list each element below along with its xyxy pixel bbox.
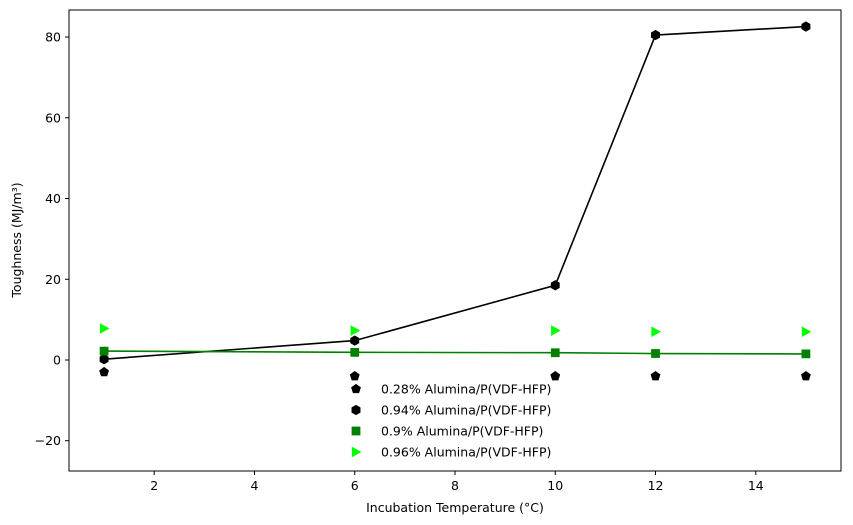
y-tick-label: 20 [45,272,61,287]
legend-marker-1 [351,383,361,394]
x-tick-label: 12 [648,478,664,493]
legend: 0.28% Alumina/P(VDF-HFP) 0.94% Alumina/P(… [351,382,551,460]
series-1-point [800,370,811,381]
series-2-point [550,280,560,291]
series-4-point [350,325,361,336]
series-1-point [650,370,661,381]
series-3-point [801,349,811,359]
series-1-point [349,370,360,381]
y-axis: −20 0 20 40 60 80 [35,30,69,448]
x-tick-label: 10 [547,478,563,493]
y-tick-label: 60 [45,110,61,125]
x-tick-label: 8 [451,478,459,493]
x-axis-label: Incubation Temperature (°C) [366,500,544,515]
series-2-point [801,21,811,32]
legend-label-4: 0.96% Alumina/P(VDF-HFP) [381,445,551,460]
y-axis-label: Toughness (MJ/m³) [9,182,24,298]
series-3 [99,346,811,359]
y-tick-label: 0 [53,352,61,367]
x-tick-label: 14 [748,478,764,493]
x-axis: 2 4 6 8 10 12 14 [150,471,764,493]
series-3-point [651,349,660,358]
series-4-point [551,325,561,336]
legend-label-2: 0.94% Alumina/P(VDF-HFP) [381,403,551,418]
legend-marker-2 [351,404,361,416]
legend-marker-4 [351,446,362,458]
series-2-point [350,335,360,346]
series-4-point [651,326,661,338]
series-2 [99,21,811,365]
series-1 [99,366,811,381]
y-tick-label: 80 [45,30,61,45]
x-tick-label: 6 [351,478,359,493]
series-1-point [550,370,561,381]
y-tick-label: −20 [35,433,61,448]
series-1-point [99,366,110,377]
series-3-point [99,346,109,356]
plot-marks [99,21,812,381]
x-tick-label: 4 [251,478,259,493]
legend-label-3: 0.9% Alumina/P(VDF-HFP) [381,424,543,439]
series-2-line [104,25,806,360]
series-4-point [99,323,110,334]
series-2-point [99,354,109,365]
legend-label-1: 0.28% Alumina/P(VDF-HFP) [381,382,551,397]
series-4 [99,323,812,338]
series-3-point [550,348,560,358]
series-4-point [801,326,812,338]
x-tick-label: 2 [150,478,158,493]
series-2-point [651,29,660,41]
legend-marker-3 [351,426,361,436]
y-tick-label: 40 [45,191,61,206]
series-3-line [104,350,806,355]
series-3-point [350,347,360,357]
